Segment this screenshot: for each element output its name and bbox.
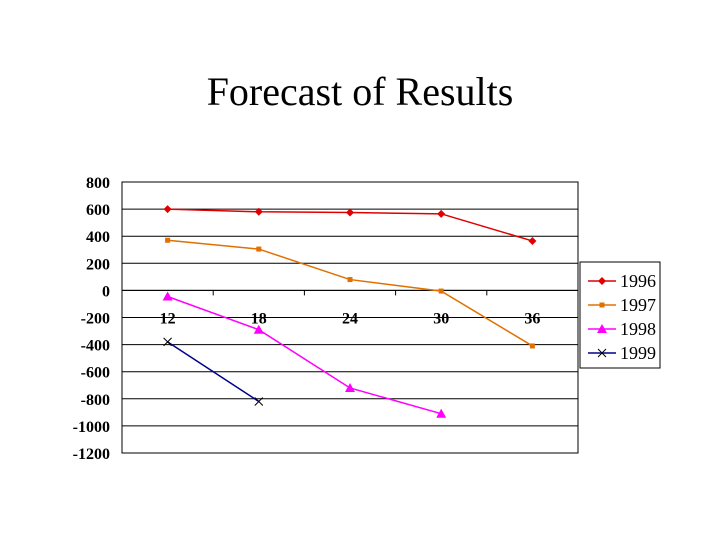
data-point bbox=[599, 302, 605, 308]
x-tick-label: 24 bbox=[342, 310, 358, 327]
data-point bbox=[438, 288, 444, 294]
legend-label: 1996 bbox=[620, 271, 656, 291]
plot-area bbox=[121, 181, 579, 454]
y-tick-label: 400 bbox=[86, 229, 110, 246]
data-point bbox=[528, 236, 537, 245]
series-1998 bbox=[162, 291, 447, 418]
x-tick-label: 12 bbox=[160, 310, 176, 327]
x-tick-label: 18 bbox=[251, 310, 267, 327]
y-tick-label: 600 bbox=[86, 202, 110, 219]
legend: 1996 1997 1998 1999 bbox=[579, 261, 661, 369]
data-point bbox=[256, 246, 262, 252]
series-line bbox=[167, 295, 442, 415]
data-point bbox=[162, 291, 173, 301]
y-tick-label: 200 bbox=[86, 256, 110, 273]
y-tick-label: -1000 bbox=[73, 419, 110, 436]
y-tick-label: -400 bbox=[81, 338, 110, 355]
series-1996 bbox=[163, 205, 537, 245]
series-1999 bbox=[163, 337, 264, 406]
x-tick-labels: 12 18 24 30 36 bbox=[160, 310, 541, 327]
x-tick-label: 36 bbox=[524, 310, 540, 327]
data-point-stroke bbox=[597, 348, 607, 358]
data-point bbox=[597, 348, 607, 358]
data-point bbox=[254, 207, 263, 216]
y-tick-label: 800 bbox=[86, 175, 110, 192]
y-tick-label: -800 bbox=[81, 392, 110, 409]
legend-entry-1999: 1999 bbox=[588, 343, 656, 363]
data-point bbox=[163, 205, 172, 214]
series-1997 bbox=[165, 237, 535, 349]
data-point bbox=[598, 277, 606, 285]
y-tick-label: 0 bbox=[102, 283, 110, 300]
data-point-stroke bbox=[254, 397, 264, 406]
legend-label: 1997 bbox=[620, 295, 656, 315]
data-point-stroke bbox=[163, 337, 172, 347]
y-tick-label: -1200 bbox=[73, 446, 110, 463]
data-point bbox=[347, 277, 353, 283]
data-point bbox=[165, 237, 171, 243]
legend-entry-1996: 1996 bbox=[588, 271, 656, 291]
legend-label: 1999 bbox=[620, 343, 656, 363]
legend-box bbox=[579, 261, 661, 369]
y-tick-labels: 800 600 400 200 0 -200 -400 -600 -800 -1000 -1200 bbox=[73, 175, 110, 463]
data-point bbox=[253, 324, 264, 334]
y-tick-label: -600 bbox=[81, 365, 110, 382]
data-point bbox=[437, 209, 446, 218]
series-lines bbox=[162, 205, 537, 418]
data-point bbox=[346, 208, 354, 217]
data-point bbox=[345, 382, 355, 392]
chart-title: Forecast of Results bbox=[206, 69, 514, 114]
y-tick-label: -200 bbox=[81, 311, 110, 328]
legend-entry-1998: 1998 bbox=[588, 319, 656, 339]
data-point bbox=[529, 343, 535, 349]
data-point bbox=[436, 408, 447, 418]
data-point bbox=[163, 337, 172, 347]
data-point bbox=[254, 397, 264, 406]
data-point bbox=[597, 324, 607, 333]
x-tick-label: 30 bbox=[433, 310, 449, 327]
legend-label: 1998 bbox=[620, 319, 656, 339]
legend-entry-1997: 1997 bbox=[588, 295, 656, 315]
series-line bbox=[167, 341, 260, 403]
axes bbox=[121, 181, 579, 454]
series-line bbox=[167, 239, 533, 347]
